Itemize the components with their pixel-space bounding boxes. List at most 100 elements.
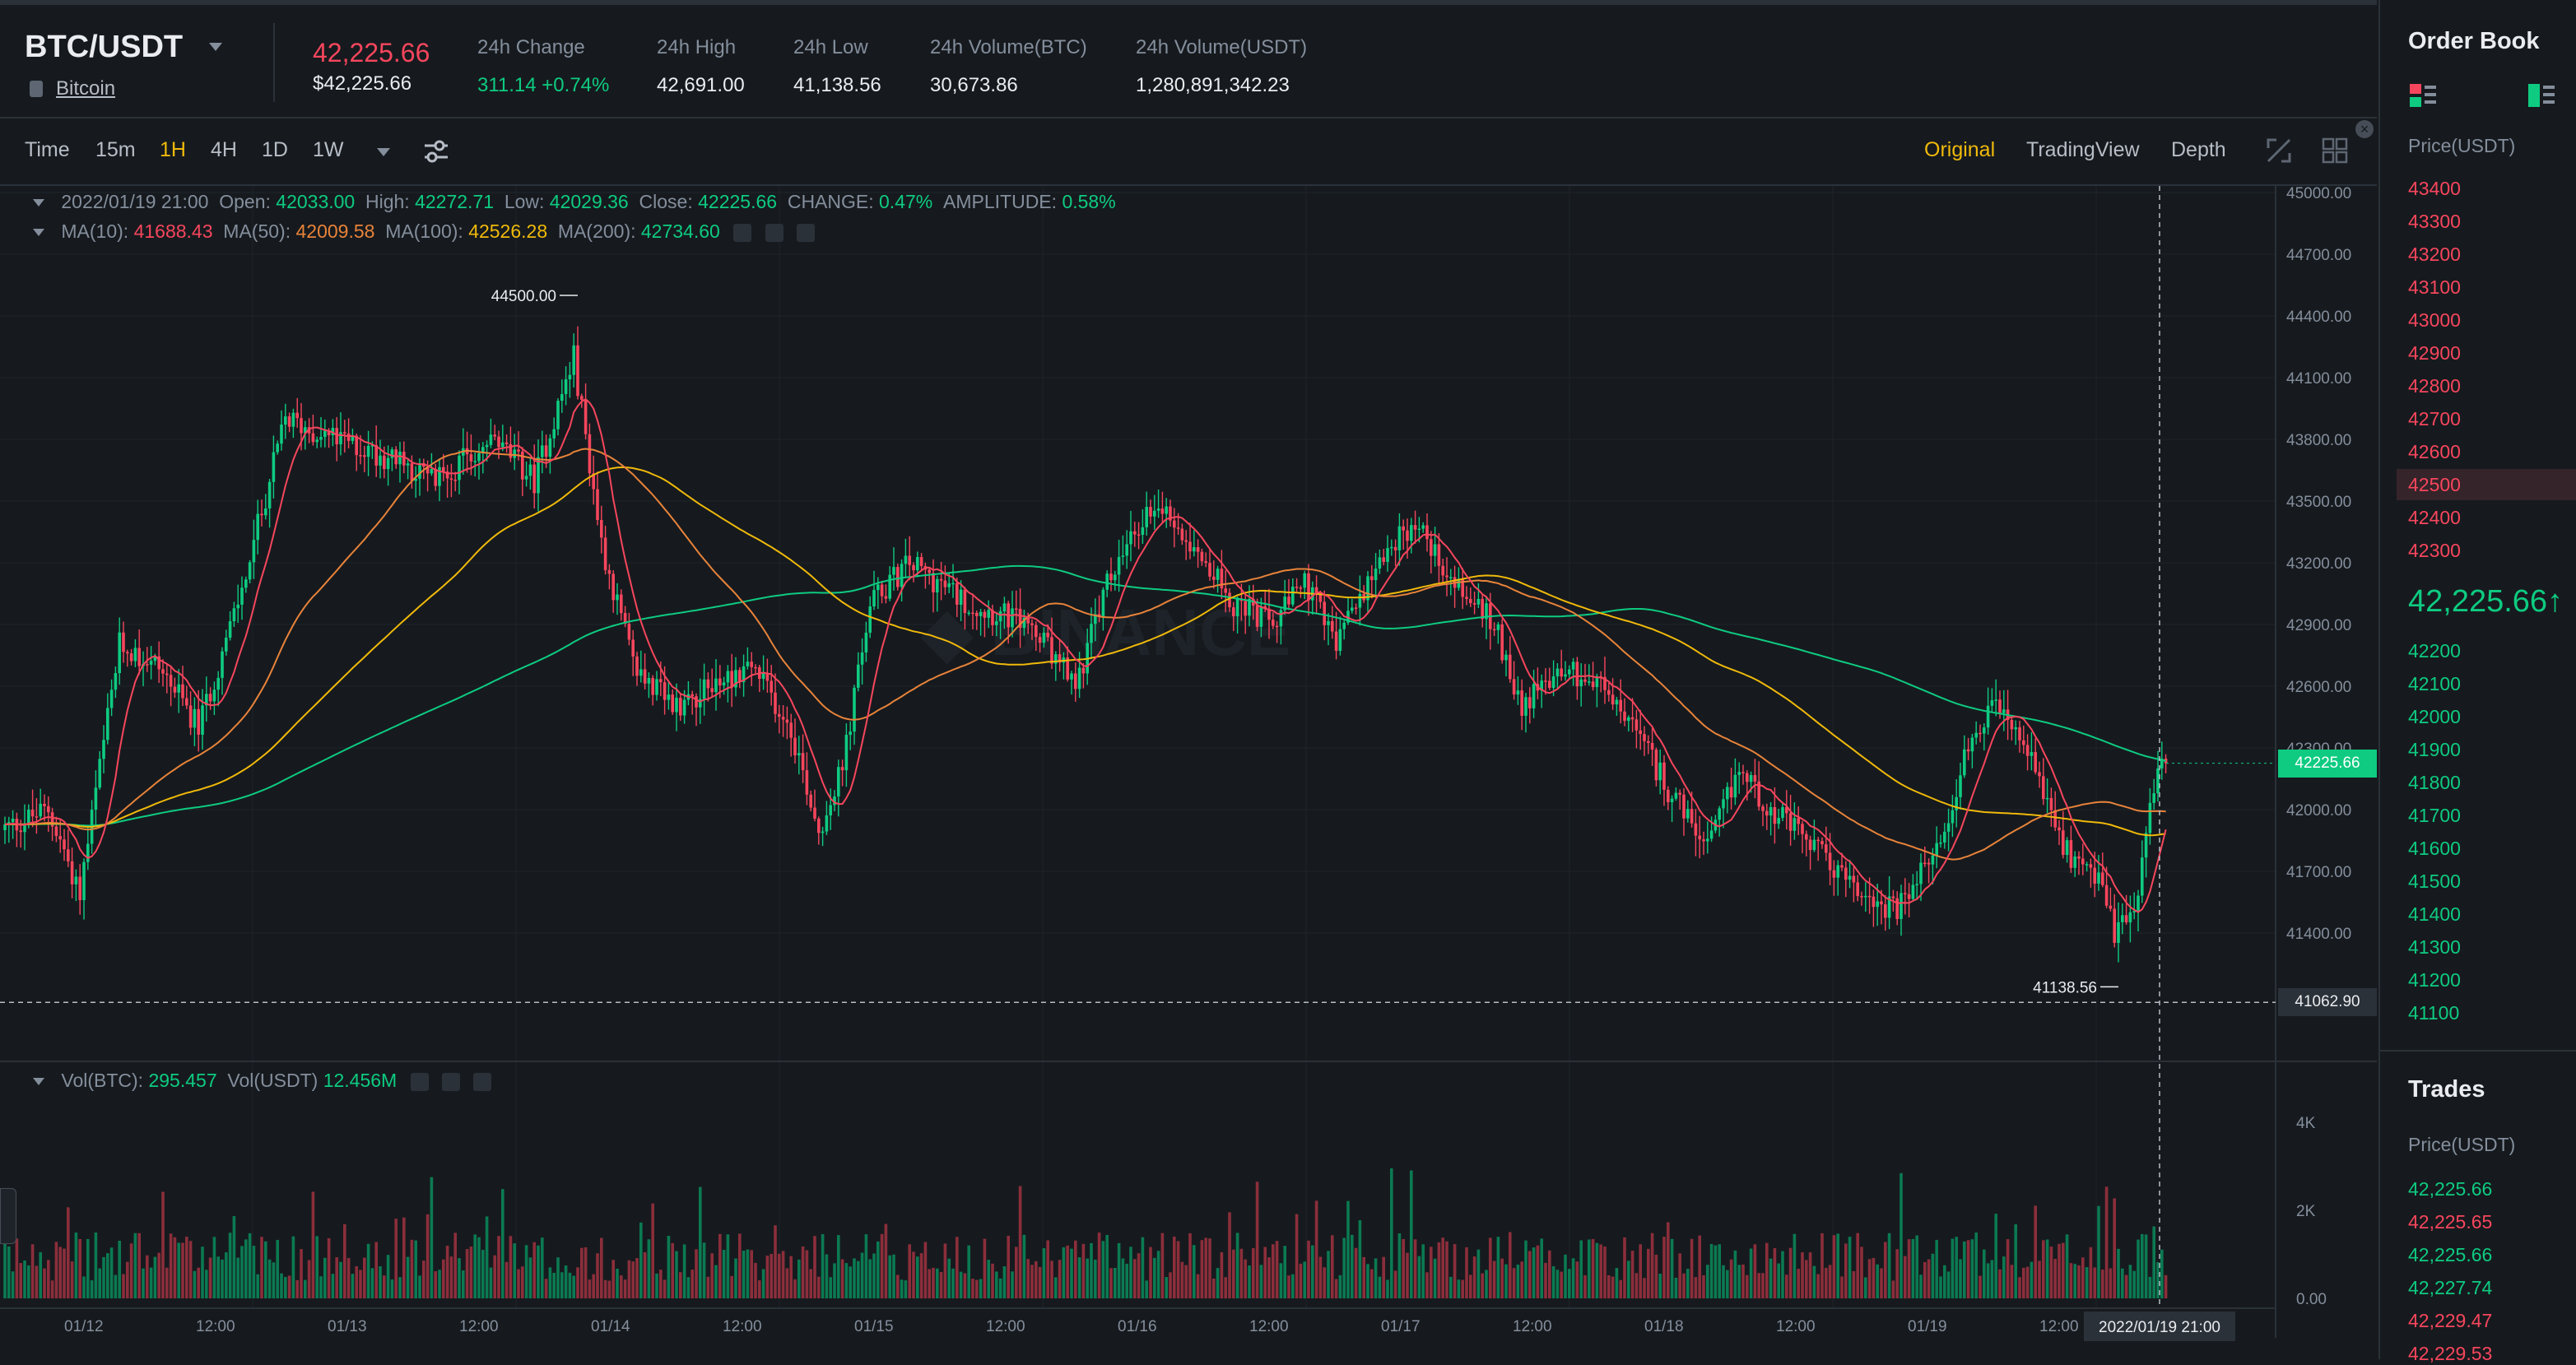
ask-row[interactable]: 42500 <box>2408 474 2461 495</box>
ask-row[interactable]: 43400 <box>2408 178 2461 199</box>
layout-grid-icon[interactable] <box>2321 137 2349 165</box>
ask-row[interactable]: 43300 <box>2408 211 2461 232</box>
fullscreen-icon[interactable] <box>2265 137 2293 165</box>
collapse-info-icon[interactable] <box>33 199 44 207</box>
volume-bar <box>864 1234 868 1298</box>
view-tradingview[interactable]: TradingView <box>2026 138 2140 161</box>
volume-bar <box>1090 1242 1093 1298</box>
bid-row[interactable]: 41700 <box>2408 805 2461 826</box>
ask-row[interactable]: 43100 <box>2408 276 2461 298</box>
volume-bar <box>319 1276 323 1298</box>
volume-bar <box>161 1191 165 1298</box>
volume-bar <box>541 1237 544 1298</box>
volume-bar <box>722 1250 726 1298</box>
volume-bar <box>98 1268 101 1298</box>
expand-panel-handle[interactable] <box>0 1188 16 1244</box>
ask-row[interactable]: 43200 <box>2408 244 2461 265</box>
candle-body <box>386 457 390 470</box>
ma-remove-icon[interactable] <box>797 223 815 242</box>
bid-row[interactable]: 42100 <box>2408 673 2461 694</box>
close-label: Close: <box>639 191 693 212</box>
ask-row[interactable]: 42600 <box>2408 441 2461 462</box>
chart-area[interactable]: ◆ BINANCE 45000.00 44700.00 44400.00 44100.0… <box>0 186 2377 1359</box>
timeframe-1w[interactable]: 1W <box>313 138 344 161</box>
collapse-ma-icon[interactable] <box>33 229 44 237</box>
timeframe-4h[interactable]: 4H <box>211 138 237 161</box>
volume-bar <box>572 1275 575 1298</box>
bid-row[interactable]: 41600 <box>2408 838 2461 859</box>
timeframe-1d[interactable]: 1D <box>262 138 288 161</box>
candle-body <box>1441 565 1444 576</box>
ask-row[interactable]: 42900 <box>2408 342 2461 364</box>
bid-row[interactable]: 41500 <box>2408 871 2461 892</box>
candle-body <box>1125 544 1128 556</box>
volume-bar <box>1081 1243 1086 1298</box>
bid-row[interactable]: 42200 <box>2408 640 2461 662</box>
ask-row[interactable]: 42700 <box>2408 408 2461 429</box>
candle-body <box>1303 573 1306 588</box>
indicator-settings-icon[interactable] <box>421 137 451 166</box>
view-original[interactable]: Original <box>1924 138 1996 161</box>
volume-bar <box>876 1241 880 1298</box>
ask-row[interactable]: 42800 <box>2408 375 2461 397</box>
volume-bar <box>2065 1234 2069 1298</box>
bid-row[interactable]: 41400 <box>2408 903 2461 925</box>
volume-bar <box>754 1262 757 1298</box>
more-timeframes-icon[interactable] <box>377 148 390 156</box>
orderbook-both-icon[interactable] <box>2408 82 2438 109</box>
volume-bar <box>576 1267 579 1298</box>
pair-dropdown-icon[interactable] <box>209 43 222 51</box>
ma-settings-icon[interactable] <box>765 223 783 242</box>
candle-body <box>1983 727 1986 734</box>
ask-row[interactable]: 42400 <box>2408 507 2461 528</box>
bid-row[interactable]: 41900 <box>2408 739 2461 760</box>
view-depth[interactable]: Depth <box>2171 138 2226 161</box>
candle-body <box>2141 857 2144 896</box>
vol-remove-icon[interactable] <box>473 1072 492 1091</box>
timeframe-15m[interactable]: 15m <box>95 138 136 161</box>
volume-bar <box>667 1235 671 1298</box>
vol-settings-icon[interactable] <box>441 1072 460 1091</box>
candle-body <box>2014 727 2017 730</box>
header-divider <box>273 23 275 102</box>
candle-body <box>2069 840 2073 868</box>
pair-title[interactable]: BTC/USDT <box>25 30 184 64</box>
timeframe-1h[interactable]: 1H <box>160 138 186 161</box>
volume-bar <box>1524 1240 1527 1298</box>
ask-row[interactable]: 43000 <box>2408 309 2461 331</box>
coin-name-link[interactable]: Bitcoin <box>56 77 116 100</box>
collapse-volume-icon[interactable] <box>33 1078 44 1086</box>
vol-visibility-icon[interactable] <box>410 1072 429 1091</box>
volume-bar <box>1741 1264 1745 1298</box>
candle-body <box>1753 775 1757 782</box>
candle-body <box>1568 669 1571 675</box>
volume-bar <box>1769 1258 1773 1298</box>
bid-row[interactable]: 41100 <box>2408 1002 2460 1024</box>
volume-bar <box>505 1261 509 1298</box>
volume-bar <box>682 1244 686 1298</box>
candle-body <box>86 843 90 862</box>
change-label: CHANGE: <box>787 191 874 212</box>
ask-row[interactable]: 42300 <box>2408 540 2461 561</box>
volume-bar <box>1346 1200 1350 1298</box>
orderbook-mid-price[interactable]: 42,225.66↑ <box>2408 584 2563 620</box>
candle-body <box>1741 772 1745 773</box>
ma-visibility-icon[interactable] <box>733 223 752 242</box>
bid-row[interactable]: 41300 <box>2408 936 2461 958</box>
bid-row[interactable]: 41800 <box>2408 772 2461 793</box>
candle-body <box>1615 699 1619 705</box>
volume-bar <box>2148 1276 2152 1298</box>
candle-body <box>1382 557 1385 562</box>
volume-bar <box>1267 1257 1271 1298</box>
bid-row[interactable]: 42000 <box>2408 706 2461 727</box>
candle-body <box>458 455 461 481</box>
volume-bar <box>327 1237 331 1298</box>
candle-body <box>853 687 856 732</box>
close-chart-icon[interactable]: × <box>2355 120 2374 138</box>
candlestick-chart[interactable]: ◆ BINANCE 45000.00 44700.00 44400.00 44100.0… <box>0 186 2377 1359</box>
timeframe-time[interactable]: Time <box>25 138 70 161</box>
bid-row[interactable]: 41200 <box>2408 969 2461 991</box>
volume-bar <box>1212 1278 1216 1298</box>
orderbook-bids-icon[interactable] <box>2527 82 2556 109</box>
candle-body <box>1204 561 1207 564</box>
